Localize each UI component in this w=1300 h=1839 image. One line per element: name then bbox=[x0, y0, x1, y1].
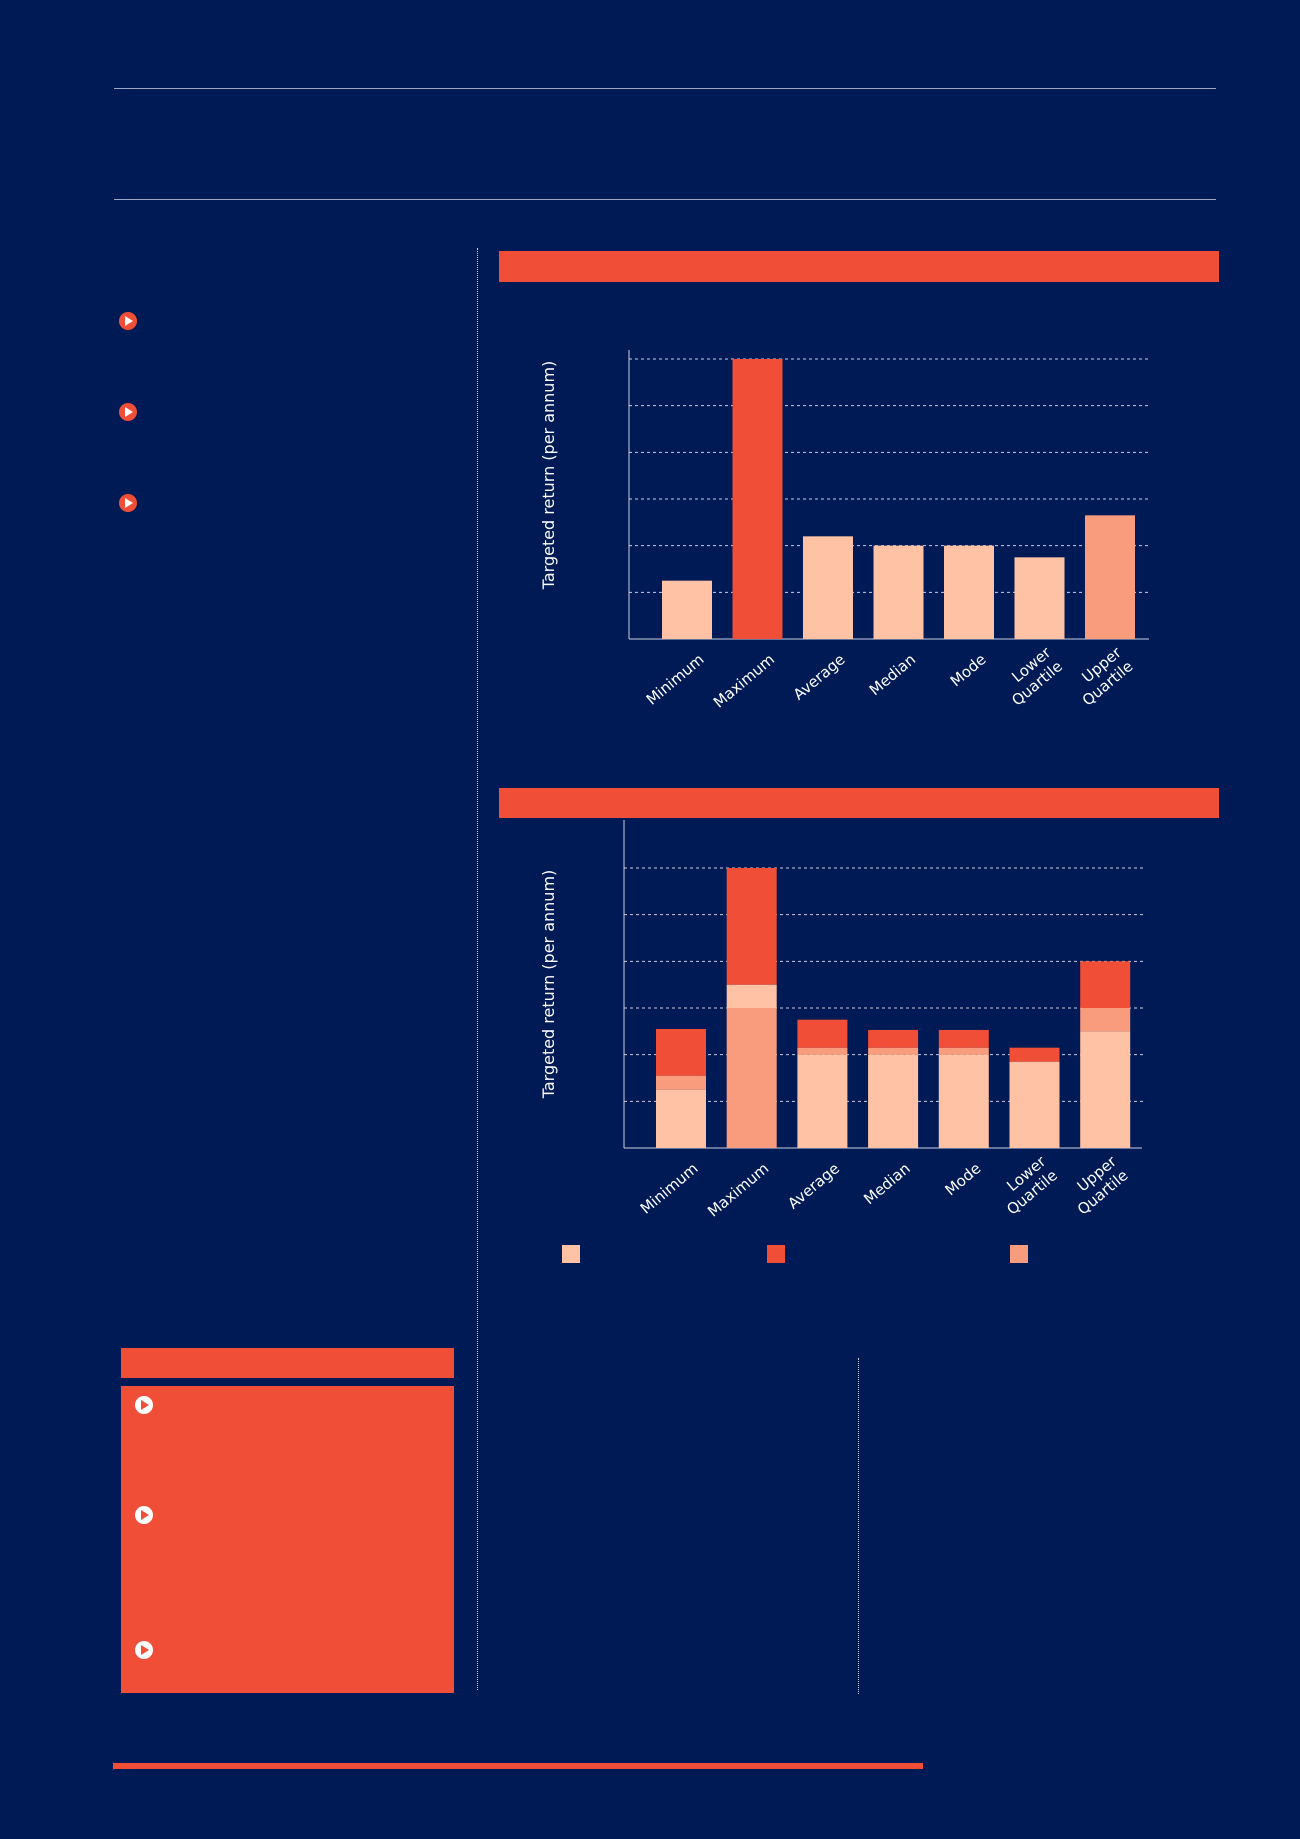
footer-accent-rule bbox=[113, 1763, 923, 1769]
chart2-bar-segment bbox=[726, 984, 777, 1008]
chart2-bar-segment bbox=[656, 1089, 706, 1148]
chart2-bar-segment bbox=[726, 868, 777, 985]
legend-swatch-mid bbox=[1010, 1245, 1028, 1263]
chart1-bar bbox=[1014, 557, 1065, 639]
chart2-bar-segment bbox=[938, 1054, 989, 1148]
play-circle-icon bbox=[119, 494, 137, 512]
chart2-bar-segment bbox=[938, 1047, 989, 1055]
chart2-tick-label: Mode bbox=[941, 1159, 984, 1199]
chart2: Minimum Maximum Average Median Mode LowerQuar… bbox=[539, 820, 1144, 1221]
chart1-bar bbox=[803, 536, 853, 639]
chart1-tick-label: Mode bbox=[947, 650, 990, 690]
chart2-tick-labels: Minimum Maximum Average Median Mode LowerQuar… bbox=[637, 1152, 1132, 1221]
legend-swatch-accent bbox=[767, 1245, 785, 1263]
top-rule bbox=[114, 88, 1216, 89]
chart2-tick-label: LowerQuartile bbox=[992, 1152, 1062, 1219]
chart2-bar-segment bbox=[1009, 1061, 1060, 1064]
chart2-bar-segment bbox=[656, 1075, 706, 1090]
chart1-bar bbox=[662, 580, 712, 639]
chart1-bar bbox=[732, 359, 783, 639]
chart2-bar-segment bbox=[868, 1029, 919, 1048]
chart1-tick-label: UpperQuartile bbox=[1067, 643, 1137, 710]
play-circle-icon bbox=[135, 1396, 153, 1414]
chart2-tick-label: Maximum bbox=[704, 1159, 772, 1220]
header-bottom-rule bbox=[114, 199, 1216, 200]
chart2-bar-segment bbox=[1080, 961, 1131, 1008]
play-circle-icon bbox=[135, 1506, 153, 1524]
chart2-bar-segment bbox=[868, 1047, 919, 1055]
chart1-bar bbox=[1085, 515, 1135, 639]
play-circle-icon bbox=[119, 403, 137, 421]
chart1-tick-label: Maximum bbox=[710, 650, 778, 711]
chart2-bar-segment bbox=[797, 1047, 848, 1055]
chart1-bar bbox=[944, 545, 994, 639]
callout-box bbox=[121, 1386, 454, 1693]
chart2-header-bar bbox=[499, 788, 1219, 818]
chart2-bar-segment bbox=[726, 1008, 777, 1148]
chart1-tick-label: Minimum bbox=[643, 650, 708, 708]
chart2-bar-segment bbox=[868, 1054, 919, 1148]
chart1-tick-label: LowerQuartile bbox=[997, 643, 1067, 710]
play-circle-icon bbox=[135, 1641, 153, 1659]
chart2-bar-segment bbox=[1080, 1008, 1131, 1032]
chart1-ylabel: Targeted return (per annum) bbox=[539, 361, 558, 591]
column-divider bbox=[477, 248, 478, 1690]
chart2-bar-segment bbox=[1080, 1031, 1131, 1148]
legend-swatch-light bbox=[562, 1245, 580, 1263]
callout-header-bar bbox=[121, 1348, 454, 1378]
chart1-tick-labels: Minimum Maximum Average Median Mode LowerQuar… bbox=[643, 643, 1137, 712]
chart1-header-bar bbox=[499, 251, 1219, 282]
chart1-bar bbox=[873, 545, 924, 639]
chart1-bars bbox=[662, 359, 1135, 639]
chart2-tick-label: Minimum bbox=[637, 1159, 702, 1217]
chart1: Minimum Maximum Average Median Mode LowerQuar… bbox=[539, 350, 1151, 712]
column-divider-bottom bbox=[858, 1358, 859, 1694]
chart2-bar-segment bbox=[1009, 1047, 1060, 1062]
chart2-bar-segment bbox=[938, 1029, 989, 1048]
chart2-bar-segment bbox=[1009, 1064, 1060, 1148]
chart2-bar-segment bbox=[797, 1054, 848, 1148]
play-circle-icon bbox=[119, 312, 137, 330]
chart2-tick-label: UpperQuartile bbox=[1062, 1152, 1132, 1219]
chart2-bar-segment bbox=[656, 1029, 706, 1076]
chart2-tick-label: Median bbox=[860, 1159, 913, 1208]
chart2-bar-segment bbox=[797, 1019, 848, 1048]
chart1-tick-label: Median bbox=[866, 650, 919, 699]
chart2-tick-label: Average bbox=[784, 1159, 843, 1212]
chart2-bars bbox=[656, 868, 1131, 1148]
chart1-tick-label: Average bbox=[790, 650, 849, 703]
chart2-ylabel: Targeted return (per annum) bbox=[539, 870, 558, 1100]
